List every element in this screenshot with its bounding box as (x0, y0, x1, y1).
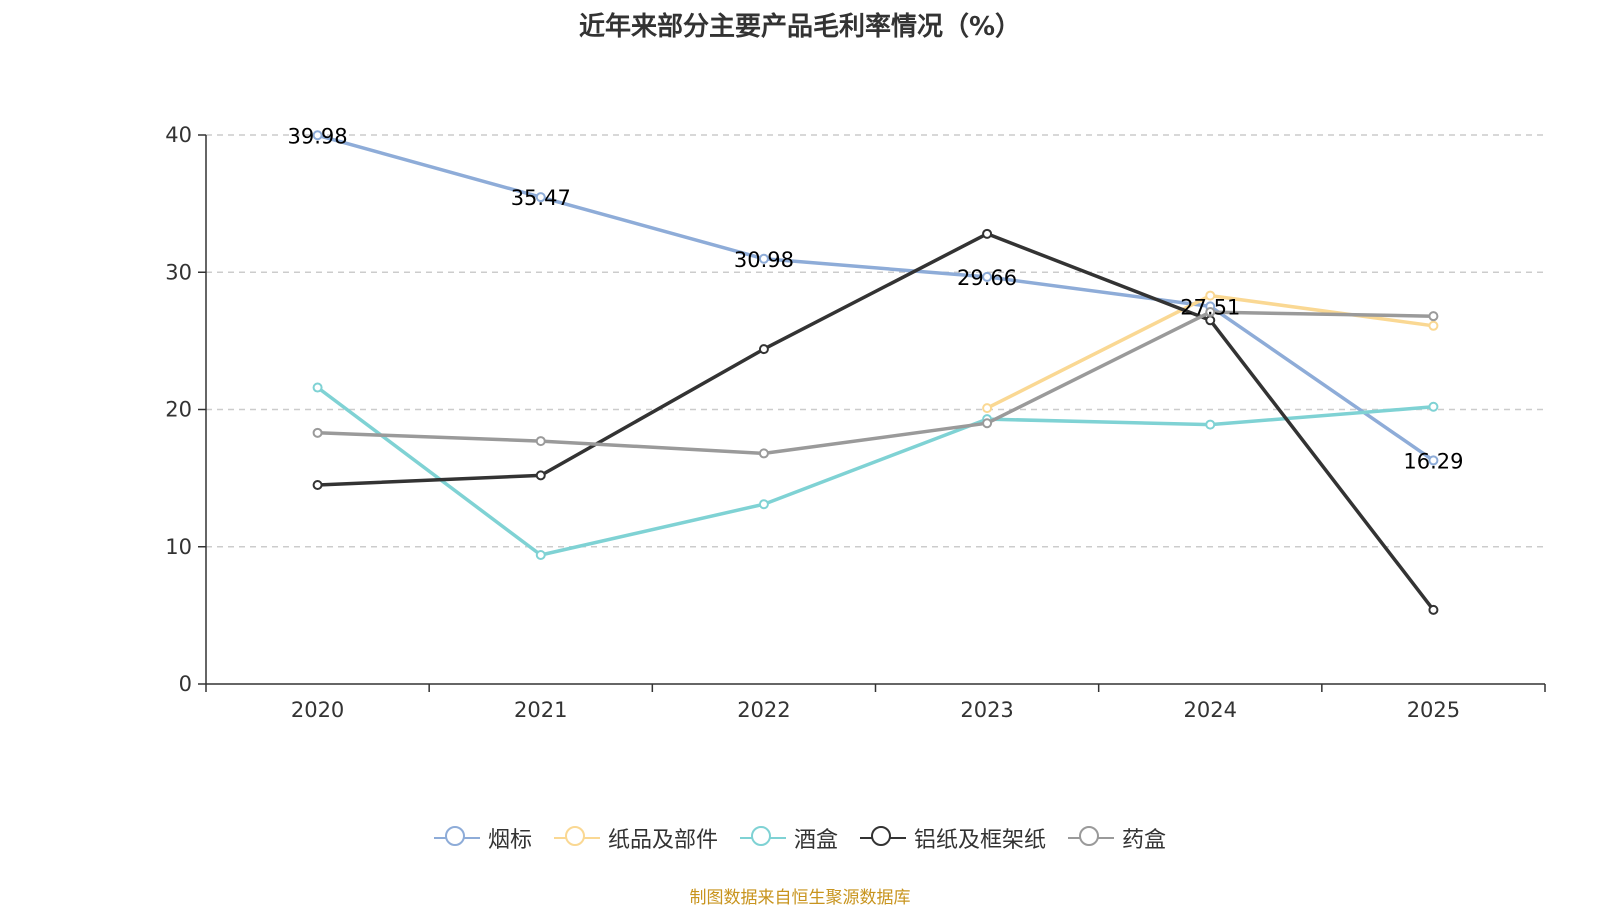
series-0 (312, 130, 1439, 466)
data-point[interactable] (1428, 320, 1439, 331)
series-line[interactable] (317, 133, 1435, 462)
legend-item[interactable]: 酒盒 (739, 822, 838, 854)
y-tick-label: 40 (165, 123, 192, 147)
series-line[interactable] (316, 386, 1434, 557)
series-4 (312, 307, 1439, 459)
data-point[interactable] (535, 192, 546, 203)
data-point[interactable] (1428, 401, 1439, 412)
legend-item[interactable]: 药盒 (1068, 822, 1166, 854)
legend-item[interactable]: 铝纸及框架纸 (860, 822, 1046, 854)
legend-marker-icon (739, 825, 786, 851)
data-point[interactable] (758, 253, 769, 264)
legend-marker-icon (1068, 825, 1115, 851)
data-point[interactable] (1428, 604, 1439, 615)
data-label: 39.98 (288, 124, 348, 148)
x-tick-label: 2020 (291, 698, 344, 722)
data-point[interactable] (1428, 311, 1439, 322)
legend-item[interactable]: 烟标 (433, 822, 532, 854)
y-tick-label: 0 (179, 672, 192, 696)
source-note: 制图数据来自恒生聚源数据库 (689, 888, 911, 908)
y-tick-label: 30 (165, 260, 192, 284)
data-point[interactable] (1205, 419, 1216, 430)
chart-title: 近年来部分主要产品毛利率情况（%） (578, 12, 1022, 42)
data-point[interactable] (1205, 290, 1216, 301)
data-point[interactable] (312, 479, 323, 490)
data-label: 35.47 (511, 186, 571, 210)
data-point[interactable] (1205, 307, 1216, 318)
x-tick-label: 2022 (737, 698, 790, 722)
legend-item[interactable]: 纸品及部件 (553, 822, 718, 854)
data-point[interactable] (758, 344, 769, 355)
legend-label: 纸品及部件 (607, 828, 718, 853)
x-tick-label: 2021 (514, 698, 567, 722)
data-labels: 39.98 35.47 30.98 29.66 27.51 16.29 (288, 124, 1464, 473)
data-point[interactable] (758, 499, 769, 510)
legend-marker-icon (860, 825, 906, 851)
data-label: 27.51 (1180, 295, 1240, 319)
legend-label: 药盒 (1122, 828, 1167, 853)
data-point[interactable] (982, 418, 993, 429)
data-point[interactable] (535, 436, 546, 447)
data-label: 29.66 (957, 266, 1017, 290)
series-3 (312, 228, 1439, 615)
legend-marker-icon (433, 825, 480, 851)
legend-label: 铝纸及框架纸 (914, 828, 1047, 853)
series-line[interactable] (317, 232, 1435, 611)
grid-lines (206, 134, 1545, 548)
data-point[interactable] (535, 470, 546, 481)
data-point[interactable] (312, 382, 323, 393)
y-tick-label: 10 (165, 535, 192, 559)
series-2 (312, 382, 1439, 560)
legend-label: 烟标 (487, 828, 532, 853)
legend-marker-icon (553, 825, 600, 851)
legend-label: 酒盒 (793, 828, 838, 853)
legend: 烟标 纸品及部件 酒盒 铝纸及框架纸 药盒 (0, 822, 1600, 854)
axes: 0 10 20 30 40 2020 2021 2022 2023 2024 2025 (165, 123, 1546, 722)
data-label: 16.29 (1403, 449, 1463, 473)
y-tick-label: 20 (165, 398, 192, 422)
data-point[interactable] (1428, 455, 1439, 466)
data-label: 30.98 (734, 248, 794, 272)
x-tick-label: 2024 (1184, 698, 1237, 722)
data-point[interactable] (535, 549, 546, 560)
data-point[interactable] (982, 228, 993, 239)
x-tick-label: 2023 (960, 698, 1013, 722)
x-tick-label: 2025 (1407, 698, 1460, 722)
data-point[interactable] (312, 427, 323, 438)
series-lines (312, 130, 1439, 615)
data-point[interactable] (982, 271, 993, 282)
data-point[interactable] (312, 130, 323, 141)
series-line[interactable] (317, 310, 1434, 456)
data-point[interactable] (982, 403, 993, 414)
data-point[interactable] (758, 448, 769, 459)
